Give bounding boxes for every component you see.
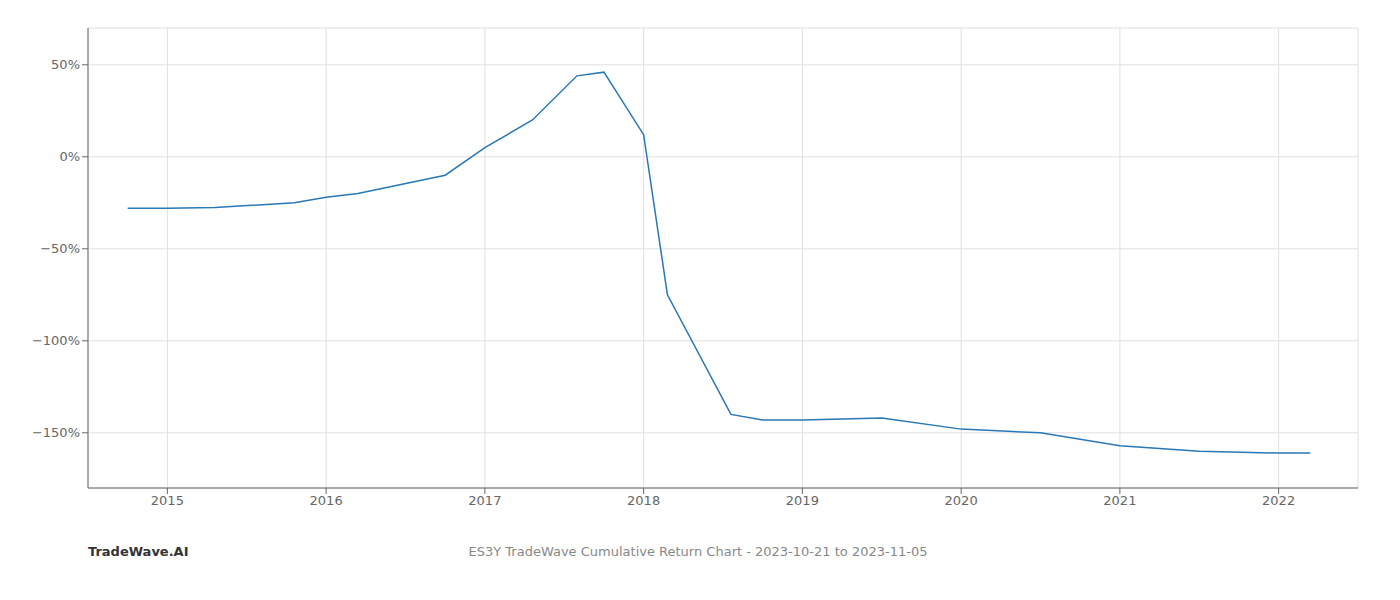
html-text:ES3Y TradeWave Cumulative Retu: ES3Y TradeWave Cumulative Return Chart -… (468, 544, 928, 559)
svg-text:2016: 2016 (310, 493, 343, 508)
svg-text:2018: 2018 (627, 493, 660, 508)
svg-text:2020: 2020 (945, 493, 978, 508)
svg-text:2022: 2022 (1262, 493, 1295, 508)
html-text:TradeWave.AI: TradeWave.AI (88, 544, 189, 559)
svg-text:50%: 50% (51, 57, 80, 72)
svg-text:2021: 2021 (1103, 493, 1136, 508)
svg-text:−100%: −100% (32, 333, 80, 348)
svg-text:0%: 0% (59, 149, 80, 164)
svg-text:−150%: −150% (32, 425, 80, 440)
svg-text:2017: 2017 (468, 493, 501, 508)
svg-text:2015: 2015 (151, 493, 184, 508)
svg-text:2019: 2019 (786, 493, 819, 508)
svg-text:−50%: −50% (40, 241, 80, 256)
